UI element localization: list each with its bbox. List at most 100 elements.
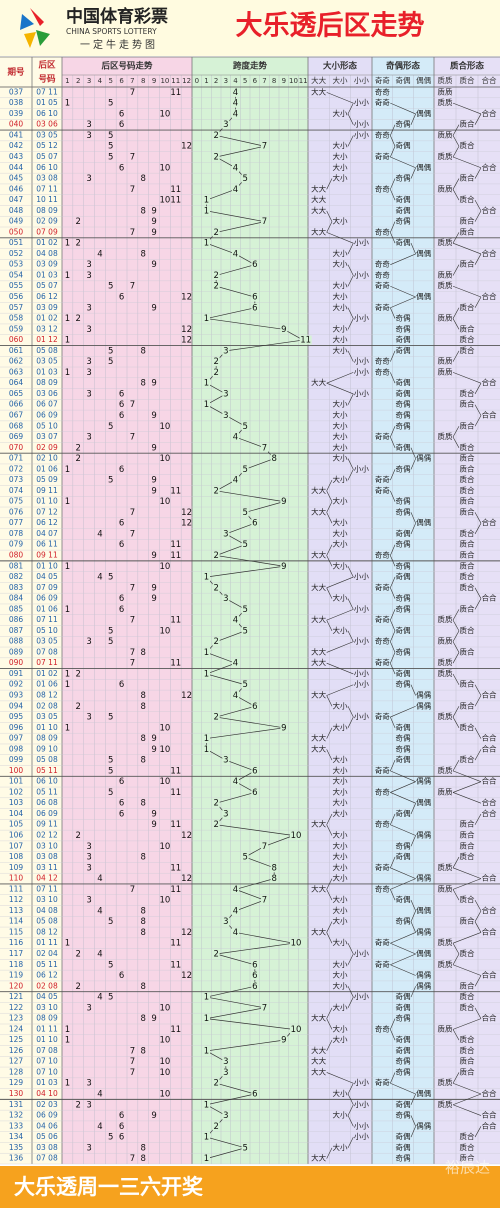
prime-link bbox=[474, 404, 482, 416]
prime-link bbox=[452, 156, 482, 169]
period: 047 bbox=[9, 195, 24, 204]
period: 126 bbox=[9, 1046, 24, 1055]
back-numbers: 01 03 bbox=[36, 270, 58, 279]
prime-pattern: 质合 bbox=[460, 894, 475, 904]
size-link bbox=[326, 479, 333, 492]
ball-number: 9 bbox=[151, 1014, 156, 1024]
parity-link bbox=[390, 760, 396, 772]
prime-pattern: 质质 bbox=[438, 862, 453, 872]
span-label-bg bbox=[280, 324, 288, 334]
ball-number: 3 bbox=[86, 863, 91, 873]
parity-link bbox=[390, 350, 396, 362]
parity-pattern: 奇偶 bbox=[396, 463, 411, 473]
parity-link bbox=[390, 135, 396, 147]
parity-pattern: 奇偶 bbox=[396, 840, 411, 850]
parity-pattern: 奇偶 bbox=[396, 496, 411, 506]
back-numbers: 03 07 bbox=[36, 432, 58, 441]
parity-pattern: 奇偶 bbox=[396, 194, 411, 204]
ball-number: 1 bbox=[65, 465, 70, 475]
ball-number: 5 bbox=[108, 357, 113, 367]
prime-pattern: 质合 bbox=[460, 603, 475, 613]
prime-pattern: 质合 bbox=[460, 948, 475, 958]
ball-number: 8 bbox=[141, 1014, 146, 1024]
size-pattern: 大小 bbox=[333, 754, 348, 764]
prime-pattern: 质质 bbox=[438, 356, 453, 366]
prime-pattern: 质合 bbox=[460, 700, 475, 710]
span-label-bg bbox=[232, 87, 239, 97]
ball-number: 6 bbox=[119, 400, 124, 410]
period: 053 bbox=[9, 260, 24, 269]
parity-link bbox=[390, 307, 396, 319]
period: 129 bbox=[9, 1078, 24, 1087]
span-value: 4 bbox=[233, 476, 238, 486]
prime-pattern: 质合 bbox=[460, 830, 475, 840]
parity-link bbox=[390, 619, 396, 632]
prime-link bbox=[452, 426, 460, 438]
span-label-bg bbox=[222, 809, 230, 819]
ball-number: 7 bbox=[130, 529, 135, 539]
span-label-bg bbox=[203, 400, 210, 410]
span-value: 7 bbox=[262, 142, 267, 152]
parity-pattern: 奇奇 bbox=[375, 636, 390, 646]
period: 098 bbox=[9, 744, 24, 753]
prime-pattern: 合合 bbox=[482, 248, 497, 258]
parity-pattern: 奇奇 bbox=[375, 485, 390, 495]
size-pattern: 大大 bbox=[311, 205, 326, 215]
back-numbers: 01 11 bbox=[36, 1024, 58, 1033]
prime-link bbox=[452, 285, 482, 298]
size-pattern: 大大 bbox=[311, 1013, 326, 1023]
size-pattern: 大小 bbox=[333, 420, 348, 430]
span-value: 1 bbox=[204, 993, 209, 1003]
back-numbers: 03 10 bbox=[36, 895, 58, 904]
prime-link bbox=[474, 587, 482, 599]
ball-number: 9 bbox=[151, 486, 156, 496]
back-numbers: 05 11 bbox=[36, 960, 58, 969]
ball-number: 7 bbox=[130, 583, 135, 593]
ball-number: 8 bbox=[141, 206, 146, 216]
span-value: 3 bbox=[223, 389, 228, 399]
parity-link bbox=[390, 792, 416, 804]
period: 110 bbox=[9, 874, 24, 883]
prime-link bbox=[452, 264, 460, 276]
parity-pattern: 奇偶 bbox=[396, 539, 411, 549]
ball-number: 10 bbox=[160, 1089, 171, 1099]
ball-number: 10 bbox=[160, 497, 171, 507]
parity-pattern: 奇奇 bbox=[375, 862, 390, 872]
parity-link bbox=[410, 986, 416, 998]
prime-link bbox=[452, 932, 482, 944]
span-value: 8 bbox=[271, 874, 276, 884]
prime-pattern: 质质 bbox=[438, 366, 453, 376]
back-numbers: 07 10 bbox=[36, 1057, 58, 1066]
parity-pattern: 奇偶 bbox=[396, 894, 411, 904]
prime-pattern: 质质 bbox=[438, 959, 453, 969]
period: 094 bbox=[9, 701, 24, 710]
span-axis-label: 3 bbox=[224, 77, 228, 85]
ball-number: 10 bbox=[160, 1036, 171, 1046]
span-value: 9 bbox=[281, 562, 286, 572]
ball-number: 10 bbox=[160, 745, 171, 755]
span-value: 11 bbox=[300, 336, 311, 346]
header-bg bbox=[0, 0, 500, 56]
ball-number: 6 bbox=[119, 799, 124, 809]
prime-link bbox=[474, 523, 482, 535]
ball-number: 6 bbox=[119, 971, 124, 981]
span-label-bg bbox=[222, 389, 230, 399]
period: 107 bbox=[9, 841, 24, 850]
parity-pattern: 奇奇 bbox=[375, 959, 390, 969]
period: 087 bbox=[9, 626, 24, 635]
span-label-bg bbox=[212, 1121, 220, 1131]
span-label-bg bbox=[212, 270, 220, 280]
period: 135 bbox=[9, 1143, 24, 1152]
period: 128 bbox=[9, 1067, 24, 1076]
parity-pattern: 偶偶 bbox=[416, 926, 431, 936]
parity-pattern: 奇偶 bbox=[396, 442, 411, 452]
parity-link bbox=[410, 900, 416, 912]
prime-pattern: 质合 bbox=[460, 582, 475, 592]
ball-number: 11 bbox=[170, 863, 181, 873]
period: 097 bbox=[9, 734, 24, 743]
size-link bbox=[347, 307, 354, 319]
size-pattern: 大小 bbox=[333, 797, 348, 807]
size-axis-label: 大小 bbox=[333, 75, 348, 85]
span-label-bg bbox=[251, 292, 259, 302]
span-label-bg bbox=[241, 626, 249, 636]
